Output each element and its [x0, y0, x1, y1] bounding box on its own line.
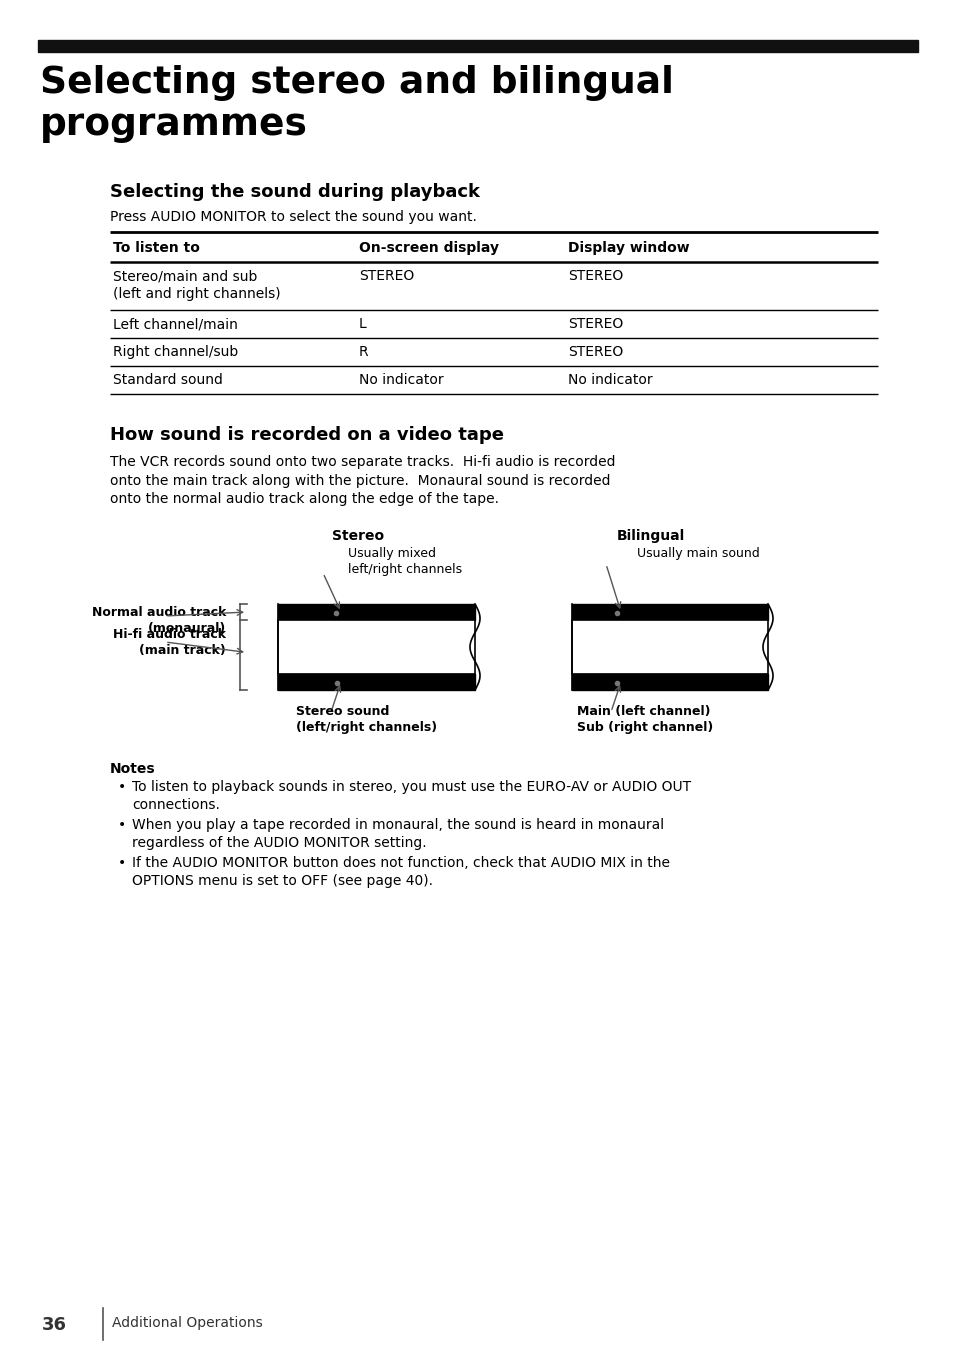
- Text: Usually main sound: Usually main sound: [637, 547, 759, 560]
- Text: Standard sound: Standard sound: [112, 373, 223, 388]
- Text: STEREO: STEREO: [567, 317, 622, 331]
- Text: 36: 36: [42, 1316, 67, 1335]
- Text: Notes: Notes: [110, 762, 155, 776]
- Bar: [277, 673, 475, 690]
- Bar: [277, 621, 475, 673]
- Text: •: •: [118, 780, 126, 794]
- Text: R: R: [358, 346, 368, 359]
- Bar: [38, 41, 917, 51]
- Text: Main (left channel)
Sub (right channel): Main (left channel) Sub (right channel): [577, 705, 713, 734]
- Text: No indicator: No indicator: [358, 373, 443, 388]
- Text: L: L: [358, 317, 366, 331]
- Text: •: •: [118, 856, 126, 870]
- Text: Press AUDIO MONITOR to select the sound you want.: Press AUDIO MONITOR to select the sound …: [110, 210, 476, 224]
- Text: STEREO: STEREO: [567, 270, 622, 283]
- Text: Hi-fi audio track
(main track): Hi-fi audio track (main track): [112, 627, 226, 657]
- Text: Selecting stereo and bilingual: Selecting stereo and bilingual: [40, 65, 673, 102]
- Text: Stereo/main and sub
(left and right channels): Stereo/main and sub (left and right chan…: [112, 270, 280, 301]
- Text: •: •: [118, 818, 126, 832]
- Text: Stereo: Stereo: [332, 528, 384, 543]
- Bar: [572, 621, 767, 673]
- Text: To listen to: To listen to: [112, 241, 200, 255]
- Text: If the AUDIO MONITOR button does not function, check that AUDIO MIX in the
OPTIO: If the AUDIO MONITOR button does not fun…: [132, 856, 669, 888]
- Text: STEREO: STEREO: [567, 346, 622, 359]
- Text: Display window: Display window: [567, 241, 689, 255]
- Text: No indicator: No indicator: [567, 373, 652, 388]
- Text: Stereo sound
(left/right channels): Stereo sound (left/right channels): [295, 705, 436, 734]
- Text: Selecting the sound during playback: Selecting the sound during playback: [110, 183, 479, 201]
- Text: Right channel/sub: Right channel/sub: [112, 346, 238, 359]
- Text: On-screen display: On-screen display: [358, 241, 498, 255]
- Bar: [277, 604, 475, 621]
- Text: Left channel/main: Left channel/main: [112, 317, 237, 331]
- Bar: [572, 604, 767, 621]
- Text: programmes: programmes: [40, 107, 308, 144]
- Text: Usually mixed
left/right channels: Usually mixed left/right channels: [348, 547, 461, 576]
- Bar: [572, 673, 767, 690]
- Text: Bilingual: Bilingual: [617, 528, 684, 543]
- Text: When you play a tape recorded in monaural, the sound is heard in monaural
regard: When you play a tape recorded in monaura…: [132, 818, 663, 850]
- Text: The VCR records sound onto two separate tracks.  Hi-fi audio is recorded
onto th: The VCR records sound onto two separate …: [110, 455, 615, 507]
- Text: Additional Operations: Additional Operations: [112, 1316, 262, 1331]
- Text: How sound is recorded on a video tape: How sound is recorded on a video tape: [110, 425, 503, 444]
- Text: STEREO: STEREO: [358, 270, 414, 283]
- Text: To listen to playback sounds in stereo, you must use the EURO-AV or AUDIO OUT
co: To listen to playback sounds in stereo, …: [132, 780, 690, 812]
- Text: Normal audio track
(monaural): Normal audio track (monaural): [91, 606, 226, 635]
